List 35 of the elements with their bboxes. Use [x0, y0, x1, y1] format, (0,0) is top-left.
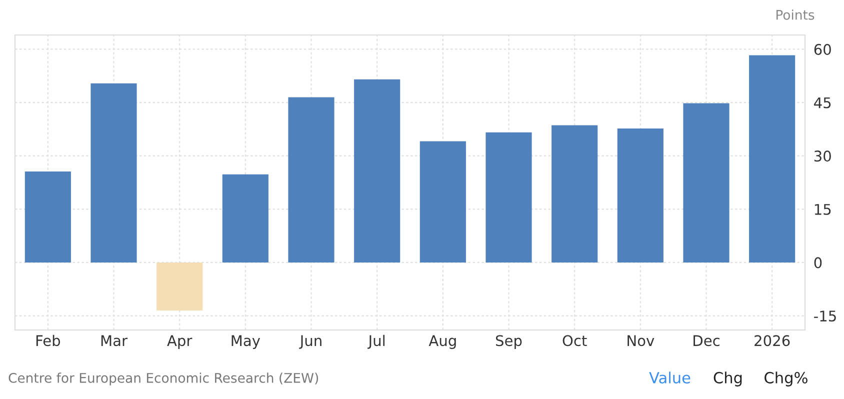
bar: [288, 97, 334, 262]
bar: [90, 83, 137, 262]
bar: [552, 125, 598, 262]
text: Value: [649, 372, 690, 384]
y-tick-label: 0: [814, 257, 822, 268]
bar: [222, 174, 268, 262]
y-tick-label: 45: [814, 97, 831, 108]
text: Chg%: [764, 372, 808, 386]
y-tick-label: 15: [814, 204, 831, 215]
bar: [156, 262, 203, 310]
x-tick-label: Sep: [496, 335, 522, 349]
y-tick-label: 60: [814, 44, 831, 55]
x-tick-label: Nov: [628, 335, 654, 346]
x-tick-label: Oct: [562, 335, 587, 346]
x-tick-label: Dec: [694, 335, 720, 346]
x-tick-label: Apr: [167, 335, 192, 349]
x-tick-label: Aug: [428, 335, 456, 349]
y-axis-title: Points: [776, 10, 814, 20]
bar: [24, 171, 71, 262]
x-tick-label: Feb: [36, 334, 60, 346]
text: Centre for European Economic Research (ZEW): [8, 372, 318, 386]
bar: [486, 132, 532, 262]
bar: [617, 128, 664, 262]
bar: [420, 141, 466, 262]
x-tick-label: 2026: [754, 335, 790, 346]
text: Chg: [714, 372, 742, 386]
y-tick-label: 30: [814, 150, 831, 162]
bar: [354, 79, 400, 262]
x-tick-label: May: [232, 335, 260, 349]
x-tick-label: Jul: [368, 334, 385, 349]
x-tick-label: Jun: [299, 335, 322, 349]
y-tick-label: -15: [814, 310, 836, 322]
bar: [749, 55, 796, 262]
x-tick-label: Mar: [101, 335, 128, 346]
bar: [683, 103, 730, 262]
